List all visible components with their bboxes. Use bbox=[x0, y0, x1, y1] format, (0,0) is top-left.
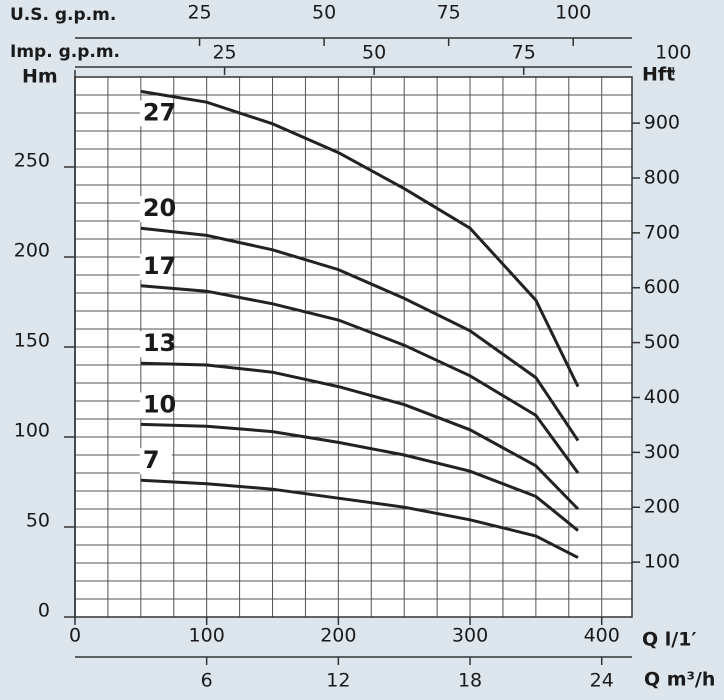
x-tick-label: 300 bbox=[452, 625, 488, 647]
series-label-bg bbox=[139, 448, 172, 475]
y-tick-label: 50 bbox=[26, 510, 50, 532]
y-tick-label: 250 bbox=[14, 150, 50, 172]
top-tick-label: 100 bbox=[555, 2, 591, 24]
x-tick-label: 0 bbox=[69, 625, 81, 647]
top-tick-label: 25 bbox=[212, 42, 236, 64]
y2-tick-label: 400 bbox=[644, 386, 680, 408]
series-label-bg bbox=[139, 392, 172, 419]
top-tick-label: 25 bbox=[187, 2, 211, 24]
curve bbox=[140, 89, 580, 388]
series-label: 27 bbox=[143, 98, 176, 126]
series-label: 13 bbox=[143, 329, 176, 357]
top-tick-label: 75 bbox=[512, 42, 536, 64]
x-tick-label: 200 bbox=[320, 625, 356, 647]
y-tick-label: 0 bbox=[38, 600, 50, 622]
y2-tick-label: 200 bbox=[644, 496, 680, 518]
top-tick-label: 50 bbox=[312, 2, 336, 24]
curve bbox=[140, 226, 580, 442]
series-label: 10 bbox=[143, 390, 176, 418]
y2-tick-label: 300 bbox=[644, 441, 680, 463]
y2-tick-label: 600 bbox=[644, 276, 680, 298]
y2-tick-label: 900 bbox=[644, 112, 680, 134]
y2-tick-label: 700 bbox=[644, 221, 680, 243]
y-tick-label: 100 bbox=[14, 420, 50, 442]
series-label-bg bbox=[139, 331, 172, 358]
x2-axis-label: Q m³/h bbox=[644, 669, 715, 691]
y-tick-label: 150 bbox=[14, 330, 50, 352]
y2-tick-label: 500 bbox=[644, 331, 680, 353]
series-label: 7 bbox=[143, 446, 160, 474]
top-tick-label: 50 bbox=[362, 42, 386, 64]
series-label: 20 bbox=[143, 194, 176, 222]
top-axis-label: U.S. g.p.m. bbox=[10, 5, 116, 25]
x-tick-label: 100 bbox=[189, 625, 225, 647]
y2-axis-label: Hft bbox=[642, 64, 675, 86]
y2-tick-label: 100 bbox=[644, 551, 680, 573]
y-axis-label: Hm bbox=[22, 66, 58, 88]
curve bbox=[140, 422, 579, 532]
y-tick-label: 200 bbox=[14, 240, 50, 262]
x2-tick-label: 6 bbox=[201, 670, 213, 692]
x2-tick-label: 24 bbox=[590, 670, 614, 692]
x2-tick-label: 18 bbox=[458, 670, 482, 692]
top-axis-label: Imp. g.p.m. bbox=[10, 42, 120, 62]
top-tick-label: 100 bbox=[655, 42, 691, 64]
series-label: 17 bbox=[143, 252, 176, 280]
series-label-bg bbox=[139, 100, 172, 127]
y2-tick-label: 800 bbox=[644, 166, 680, 188]
x-axis-label: Q l/1′ bbox=[642, 629, 696, 651]
curve bbox=[140, 361, 580, 511]
x-tick-label: 400 bbox=[584, 625, 620, 647]
curve bbox=[140, 478, 579, 559]
series-label-bg bbox=[139, 196, 172, 223]
series-label-bg bbox=[139, 253, 172, 280]
top-tick-label: 75 bbox=[437, 2, 461, 24]
curve bbox=[140, 284, 580, 474]
x2-tick-label: 12 bbox=[326, 670, 350, 692]
